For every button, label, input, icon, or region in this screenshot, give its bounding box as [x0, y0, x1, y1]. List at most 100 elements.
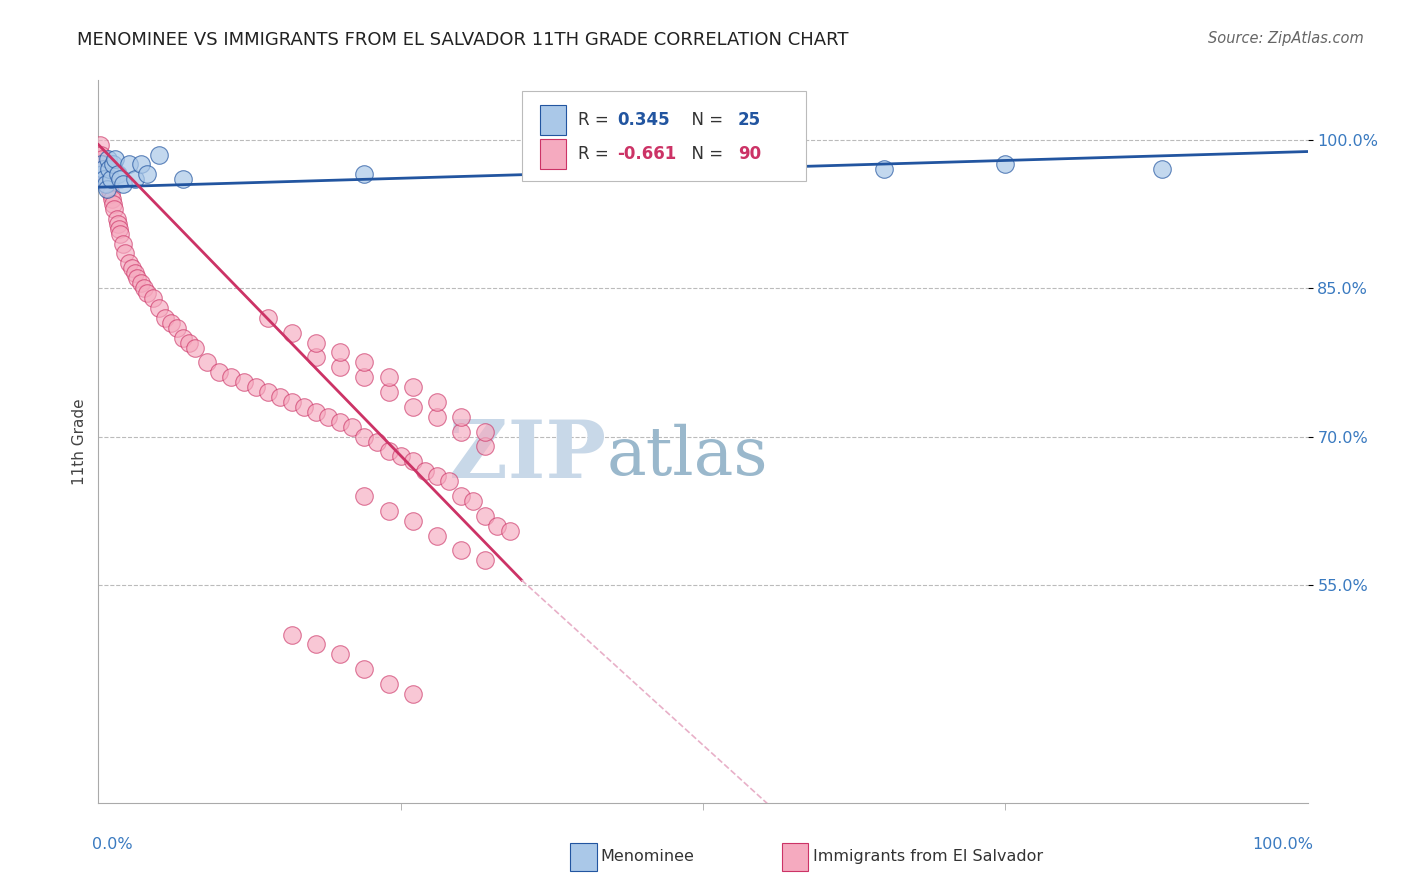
Point — [179, 335, 201, 350]
Point — [127, 271, 149, 285]
Point — [1152, 162, 1174, 177]
Point — [91, 153, 114, 167]
Point — [281, 395, 304, 409]
FancyBboxPatch shape — [522, 91, 806, 181]
Point — [195, 355, 218, 369]
Point — [135, 167, 157, 181]
Point — [245, 380, 267, 394]
Point — [377, 504, 399, 518]
Point — [104, 153, 127, 167]
Point — [97, 178, 120, 192]
Point — [160, 316, 183, 330]
Point — [437, 474, 460, 488]
Point — [97, 153, 120, 167]
Point — [474, 425, 496, 439]
Point — [474, 440, 496, 454]
Text: Immigrants from El Salvador: Immigrants from El Salvador — [813, 849, 1043, 864]
Point — [134, 281, 156, 295]
Text: Source: ZipAtlas.com: Source: ZipAtlas.com — [1208, 31, 1364, 46]
Point — [232, 375, 254, 389]
Point — [994, 157, 1017, 171]
Point — [426, 395, 449, 409]
Point — [353, 167, 375, 181]
Point — [96, 182, 118, 196]
Text: N =: N = — [682, 111, 728, 129]
Point — [389, 450, 412, 464]
Point — [377, 370, 399, 384]
Point — [486, 518, 509, 533]
Point — [90, 157, 112, 171]
Point — [118, 157, 141, 171]
Text: 0.345: 0.345 — [617, 111, 669, 129]
Point — [269, 390, 291, 404]
Point — [305, 637, 328, 651]
Point — [90, 147, 112, 161]
Point — [172, 330, 194, 344]
Point — [91, 167, 114, 181]
Point — [377, 444, 399, 458]
Text: 100.0%: 100.0% — [1253, 838, 1313, 853]
Point — [100, 192, 122, 206]
Point — [402, 454, 425, 468]
Point — [256, 385, 278, 400]
Point — [107, 217, 129, 231]
Text: -0.661: -0.661 — [617, 145, 676, 163]
Point — [108, 172, 131, 186]
Point — [329, 360, 352, 375]
Point — [377, 677, 399, 691]
Point — [153, 310, 176, 325]
Point — [353, 429, 375, 443]
Point — [111, 236, 134, 251]
Point — [353, 489, 375, 503]
Point — [402, 400, 425, 414]
Text: Menominee: Menominee — [600, 849, 695, 864]
Point — [377, 385, 399, 400]
Point — [208, 365, 231, 379]
Point — [221, 370, 243, 384]
Point — [450, 425, 472, 439]
Point — [474, 553, 496, 567]
Text: MENOMINEE VS IMMIGRANTS FROM EL SALVADOR 11TH GRADE CORRELATION CHART: MENOMINEE VS IMMIGRANTS FROM EL SALVADOR… — [77, 31, 849, 49]
Text: R =: R = — [578, 145, 614, 163]
Point — [305, 351, 328, 365]
Point — [93, 162, 115, 177]
Text: R =: R = — [578, 111, 614, 129]
Point — [426, 409, 449, 424]
Point — [426, 469, 449, 483]
Point — [148, 301, 170, 315]
Point — [305, 335, 328, 350]
Point — [426, 528, 449, 542]
Point — [105, 211, 128, 226]
Text: 90: 90 — [738, 145, 761, 163]
FancyBboxPatch shape — [540, 139, 567, 169]
Point — [108, 227, 131, 241]
FancyBboxPatch shape — [782, 843, 808, 871]
Point — [142, 291, 165, 305]
Point — [450, 409, 472, 424]
Point — [124, 172, 146, 186]
Point — [101, 197, 124, 211]
Text: 0.0%: 0.0% — [93, 838, 134, 853]
Point — [135, 286, 157, 301]
Y-axis label: 11th Grade: 11th Grade — [72, 398, 87, 485]
Point — [353, 370, 375, 384]
Point — [129, 157, 152, 171]
Point — [463, 494, 485, 508]
Text: N =: N = — [682, 145, 728, 163]
Point — [129, 276, 152, 290]
Point — [91, 157, 114, 171]
Text: atlas: atlas — [606, 424, 768, 489]
Point — [100, 172, 122, 186]
Point — [353, 355, 375, 369]
Point — [98, 182, 121, 196]
Point — [281, 326, 304, 340]
Point — [498, 524, 520, 538]
Point — [166, 320, 188, 334]
Point — [450, 543, 472, 558]
Point — [402, 380, 425, 394]
Point — [413, 464, 436, 478]
FancyBboxPatch shape — [540, 105, 567, 136]
Point — [873, 162, 896, 177]
Point — [100, 187, 122, 202]
Point — [107, 167, 129, 181]
